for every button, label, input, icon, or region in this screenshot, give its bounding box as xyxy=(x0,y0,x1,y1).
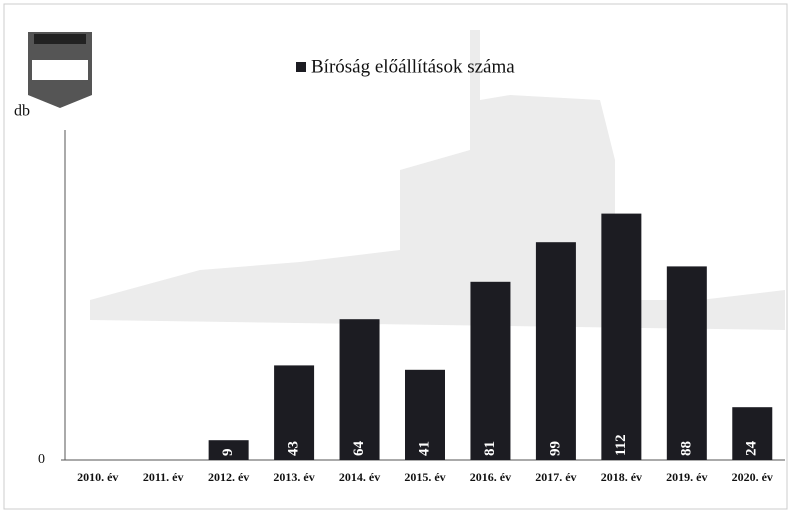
bar xyxy=(732,407,773,460)
data-label: 99 xyxy=(547,441,563,456)
bar xyxy=(535,242,576,460)
bar xyxy=(339,319,380,460)
bar xyxy=(601,213,642,460)
legend-swatch xyxy=(296,62,306,72)
logo xyxy=(28,32,92,108)
data-label: 88 xyxy=(678,441,694,456)
y-axis-label: db xyxy=(14,103,30,120)
x-tick-label: 2010. év xyxy=(77,470,118,484)
data-label: 24 xyxy=(744,441,760,457)
x-tick-label: 2017. év xyxy=(535,470,576,484)
bar xyxy=(405,369,445,460)
frame xyxy=(3,3,788,510)
data-label: 9 xyxy=(220,449,236,457)
data-label: 41 xyxy=(416,441,432,456)
y-tick-label: 0 xyxy=(38,452,45,467)
data-label: 43 xyxy=(286,441,302,456)
bar xyxy=(470,281,511,460)
bar xyxy=(274,365,315,460)
data-label: 112 xyxy=(613,434,629,456)
bar xyxy=(666,266,707,460)
x-tick-label: 2011. év xyxy=(143,470,184,484)
x-tick-label: 2020. év xyxy=(732,470,773,484)
x-tick-label: 2018. év xyxy=(601,470,642,484)
data-label: 64 xyxy=(351,441,367,457)
x-tick-label: 2012. év xyxy=(208,470,249,484)
data-label: 81 xyxy=(482,441,498,456)
x-tick-label: 2015. év xyxy=(404,470,445,484)
x-tick-label: 2019. év xyxy=(666,470,707,484)
x-tick-label: 2013. év xyxy=(273,470,314,484)
bar xyxy=(208,440,249,460)
x-tick-label: 2014. év xyxy=(339,470,380,484)
x-tick-label: 2016. év xyxy=(470,470,511,484)
legend-label: Bíróság előállítások száma xyxy=(311,56,515,77)
